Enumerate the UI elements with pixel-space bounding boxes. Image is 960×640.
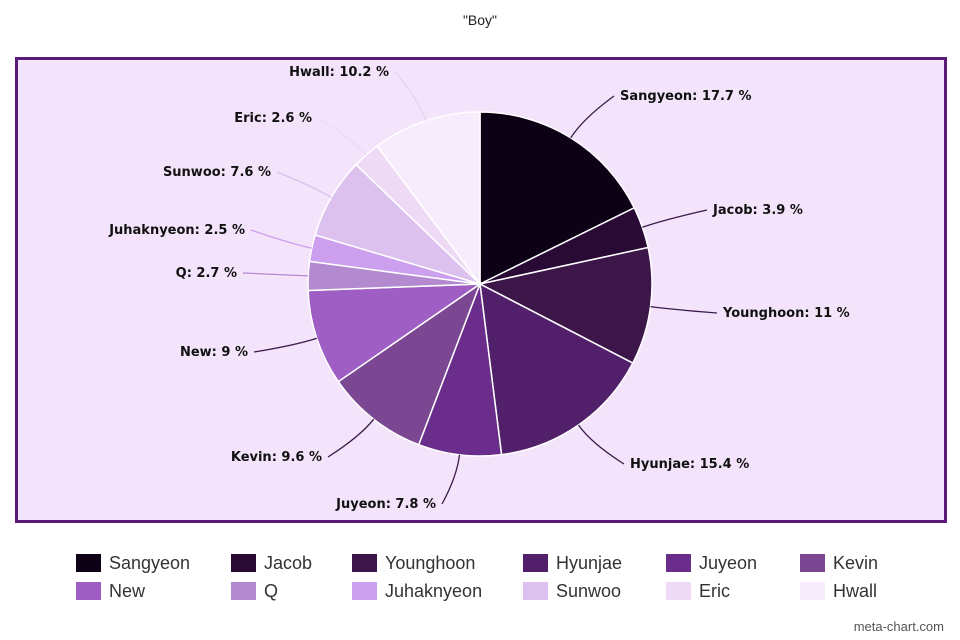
legend-label: Jacob xyxy=(264,552,313,573)
legend-item-eric: Eric xyxy=(666,580,730,602)
legend-swatch xyxy=(352,582,377,600)
slice-label-sangyeon: Sangyeon: 17.7 % xyxy=(620,89,752,104)
legend-item-jacob: Jacob xyxy=(231,552,312,574)
slice-label-younghoon: Younghoon: 11 % xyxy=(722,306,850,321)
legend-label: Eric xyxy=(699,580,730,601)
legend-label: New xyxy=(109,580,146,601)
leader-line-sunwoo xyxy=(276,171,332,198)
legend-label: Sangyeon xyxy=(109,552,191,573)
pie-slice-new xyxy=(307,283,483,383)
legend-swatch xyxy=(523,582,548,600)
legend-label: Hwall xyxy=(833,580,878,601)
leader-line-eric xyxy=(317,117,367,156)
watermark: meta-chart.com xyxy=(853,619,944,634)
pie-slice-younghoon xyxy=(477,246,653,365)
legend-label: Juyeon xyxy=(699,552,758,573)
legend-label: Kevin xyxy=(833,552,879,573)
leader-line-hyunjae xyxy=(577,424,625,465)
slice-label-eric: Eric: 2.6 % xyxy=(234,111,312,126)
pie-chart: Sangyeon: 17.7 % Jacob: 3.9 % Younghoon: 1… xyxy=(108,65,850,512)
leader-line-juhaknyeon xyxy=(250,229,312,249)
chart-title: "Boy" xyxy=(462,12,498,28)
legend-swatch xyxy=(352,554,377,572)
slice-label-sunwoo: Sunwoo: 7.6 % xyxy=(163,165,271,180)
pie-slice-sangyeon xyxy=(479,111,636,286)
leader-line-hwall xyxy=(394,71,427,122)
legend-item-q: Q xyxy=(231,580,278,602)
legend: Sangyeon Jacob Younghoon Hyunjae Juyeon Kevin… xyxy=(76,552,936,608)
slice-label-juhaknyeon: Juhaknyeon: 2.5 % xyxy=(108,223,245,238)
legend-label: Younghoon xyxy=(385,552,476,573)
slice-label-juyeon: Juyeon: 7.8 % xyxy=(335,497,436,512)
slice-label-hwall: Hwall: 10.2 % xyxy=(289,65,389,80)
leader-line-q xyxy=(242,272,309,277)
legend-label: Hyunjae xyxy=(556,552,623,573)
legend-swatch xyxy=(666,554,691,572)
legend-item-new: New xyxy=(76,580,145,602)
legend-item-hwall: Hwall xyxy=(800,580,877,602)
legend-swatch xyxy=(800,582,825,600)
slice-label-q: Q: 2.7 % xyxy=(176,266,237,281)
leader-line-sangyeon xyxy=(570,95,615,139)
legend-swatch xyxy=(76,582,101,600)
leader-line-kevin xyxy=(327,418,375,458)
legend-item-younghoon: Younghoon xyxy=(352,552,475,574)
slice-label-jacob: Jacob: 3.9 % xyxy=(712,203,803,218)
legend-swatch xyxy=(231,554,256,572)
pie-slice-hwall xyxy=(376,111,481,287)
legend-swatch xyxy=(231,582,256,600)
legend-item-hyunjae: Hyunjae xyxy=(523,552,622,574)
legend-item-sunwoo: Sunwoo xyxy=(523,580,621,602)
leader-line-juyeon xyxy=(441,454,461,505)
legend-item-sangyeon: Sangyeon xyxy=(76,552,190,574)
legend-label: Juhaknyeon xyxy=(385,580,483,601)
legend-item-juyeon: Juyeon xyxy=(666,552,757,574)
legend-label: Sunwoo xyxy=(556,580,622,601)
legend-swatch xyxy=(666,582,691,600)
slice-label-kevin: Kevin: 9.6 % xyxy=(231,450,322,465)
leader-line-new xyxy=(253,337,318,353)
leader-line-younghoon xyxy=(650,305,718,314)
legend-swatch xyxy=(76,554,101,572)
legend-swatch xyxy=(800,554,825,572)
legend-swatch xyxy=(523,554,548,572)
legend-item-juhaknyeon: Juhaknyeon xyxy=(352,580,482,602)
legend-label: Q xyxy=(264,580,279,601)
slice-label-new: New: 9 % xyxy=(180,345,248,360)
legend-item-kevin: Kevin xyxy=(800,552,878,574)
leader-line-jacob xyxy=(642,209,708,228)
slice-label-hyunjae: Hyunjae: 15.4 % xyxy=(630,457,749,472)
